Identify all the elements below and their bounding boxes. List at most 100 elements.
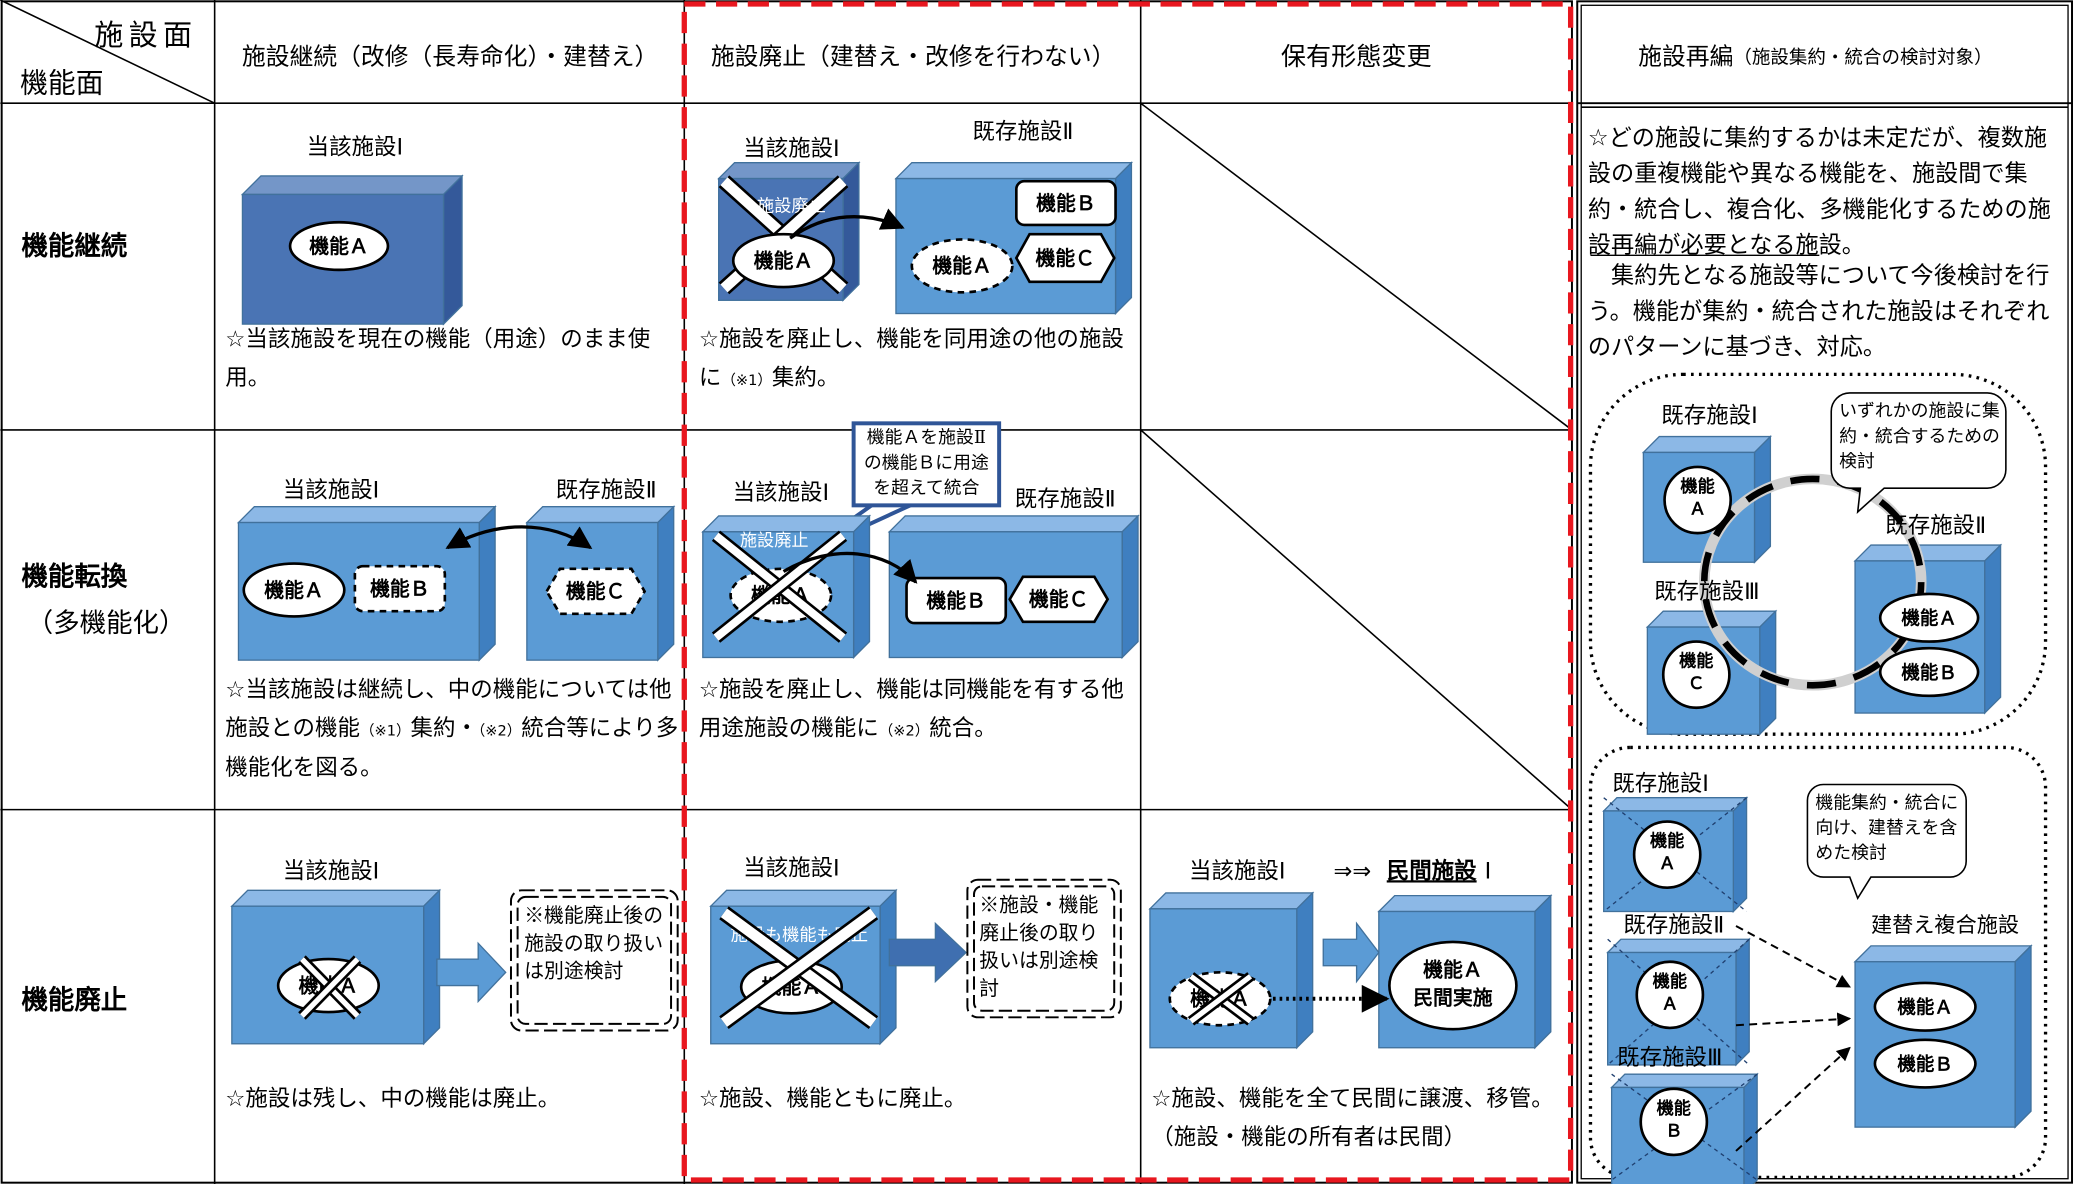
block-arrow (436, 941, 507, 1004)
arrow (782, 551, 918, 584)
description-block: ☆施設、機能ともに廃止。 (699, 1086, 967, 1112)
function-box (905, 576, 1008, 625)
function-ellipse (1873, 1038, 1977, 1089)
description-block: ☆施設を廃止し、機能を同用途の他の施設に（※1）集約。 (699, 327, 1124, 392)
function-label: 機能Ａ (932, 255, 991, 278)
box-side (2014, 944, 2032, 1129)
label: 既存施設Ⅱ (1015, 487, 1116, 513)
function-label: 機能Ｃ (566, 580, 625, 603)
callout-bubble (1806, 783, 1967, 901)
function-label: 機能Ａ (1680, 477, 1715, 520)
function-ellipse (242, 562, 346, 618)
text-block: 機能Ａ (1653, 972, 1687, 1014)
line (1603, 797, 1747, 912)
function-hex (1014, 232, 1116, 284)
box-side (1732, 796, 1748, 914)
function-ellipse (1878, 592, 1980, 643)
line (1140, 102, 1573, 431)
callout-text: 機能Ａを施設Ⅱの機能Ｂに用途を超えて統合 (863, 427, 989, 499)
description-block: ☆施設を廃止し、機能は同機能を有する他用途施設の機能に（※2）統合。 (698, 677, 1124, 743)
function-ellipse (1873, 981, 1977, 1032)
description-block: ☆施設は残し、中の機能は廃止。 (225, 1086, 560, 1112)
note-frame-inner (973, 885, 1116, 1012)
label: 施設廃止 (757, 196, 826, 216)
label: 既存施設Ⅰ (1661, 403, 1758, 429)
text-block: ☆どの施設に集約するかは未定だが、複数施設の重複機能や異なる機能を、施設間で集約… (1588, 126, 2051, 260)
text-block: 機能集約・統合に向け、建替えを含めた検討 (1815, 792, 1959, 864)
box-top (709, 889, 898, 907)
box-side (442, 174, 463, 326)
label: 当該施設Ⅰ (283, 477, 380, 503)
function-label: 民間実施 (1413, 986, 1492, 1009)
function-label: 機能Ｃ (1036, 247, 1095, 270)
function-hex (545, 567, 647, 616)
label: ⇒⇒ (1334, 858, 1372, 884)
text-block: 機能Ａ (1680, 477, 1715, 520)
label: 当該施設Ⅰ (733, 480, 830, 506)
box-side (657, 505, 675, 662)
box-side (879, 888, 897, 1046)
function-circle (1639, 1087, 1709, 1157)
text-block: いずれかの施設に集約・統合するための検討 (1839, 401, 2000, 472)
function-label: 機能Ａ (264, 579, 323, 602)
box-side (852, 514, 871, 660)
header-facility-axis: 施設面 (94, 18, 197, 52)
note-text: ※機能廃止後の施設の取り扱いは別途検討 (524, 903, 664, 983)
label: 当該施設Ⅰ (307, 135, 404, 161)
line (713, 532, 846, 641)
function-label: 機能Ａ (1897, 997, 1953, 1019)
label: 既存施設Ⅱ (1623, 913, 1724, 939)
function-label: 機能Ｂ (1656, 1099, 1692, 1142)
description-part: ☆施設、機能を全て民間に譲渡、移管。 (1151, 1086, 1554, 1113)
box-top (1602, 797, 1749, 812)
label: Ⅰ (1485, 858, 1492, 884)
box-top (1606, 938, 1751, 954)
arrow (445, 525, 593, 550)
box-top (887, 515, 1140, 533)
text-block: 機能Ａを施設Ⅱの機能Ｂに用途を超えて統合 (863, 427, 989, 499)
line (1140, 429, 1573, 811)
description-part: ☆施設を廃止し、機能は同機能を有する他用途施設の機能に (698, 677, 1124, 743)
dashed-arrow (1735, 1012, 1852, 1027)
line (0, 0, 215, 104)
box-top (894, 162, 1134, 180)
line (1189, 974, 1253, 1024)
description-part: （※1） (721, 371, 772, 389)
function-ellipse (731, 232, 836, 289)
description-part: 統合等により多機能化を図る。 (225, 715, 679, 782)
box-top (236, 506, 497, 524)
row-sublabel: （多機能化） (27, 608, 186, 639)
box-front (231, 905, 425, 1045)
function-label: 機能Ａ (1901, 608, 1957, 630)
column-header-sub: （施設集約・統合の検討対象） (1733, 48, 1992, 69)
note-frame (509, 889, 679, 1032)
group-frame (1588, 745, 2048, 1180)
box-side (1743, 1072, 1758, 1184)
function-ellipse (910, 238, 1014, 294)
description-part: （施設・機能の所有者は民間） (1151, 1124, 1467, 1151)
box-side (1534, 894, 1552, 1050)
box-side (1121, 514, 1139, 660)
line (1603, 797, 1747, 912)
function-label: 機能Ａ (754, 249, 813, 272)
function-label: 機能Ａ (1423, 959, 1482, 982)
note-frame (966, 878, 1122, 1019)
label: 既存施設Ⅰ (1612, 771, 1709, 797)
function-label: 機能Ｂ (370, 578, 429, 601)
text-block: ※機能廃止後の施設の取り扱いは別途検討 (524, 903, 664, 983)
function-ellipse (1878, 646, 1980, 698)
description-part: ☆当該施設を現在の機能（用途）のまま使用。 (225, 326, 651, 392)
box-top (1610, 1073, 1759, 1089)
label: 既存施設Ⅲ (1654, 579, 1759, 605)
description-part: 集約・ (410, 715, 478, 743)
box-side (1984, 543, 2002, 715)
box-top (701, 515, 872, 533)
label: 施設廃止 (740, 531, 809, 551)
function-label: 機能Ｂ (926, 589, 985, 612)
function-box (1015, 179, 1117, 227)
function-circle (1635, 960, 1705, 1030)
header-function-axis: 機能面 (20, 67, 103, 100)
callout-text: 機能集約・統合に向け、建替えを含めた検討 (1815, 792, 1959, 864)
function-label: 機能Ａ (1649, 832, 1685, 875)
